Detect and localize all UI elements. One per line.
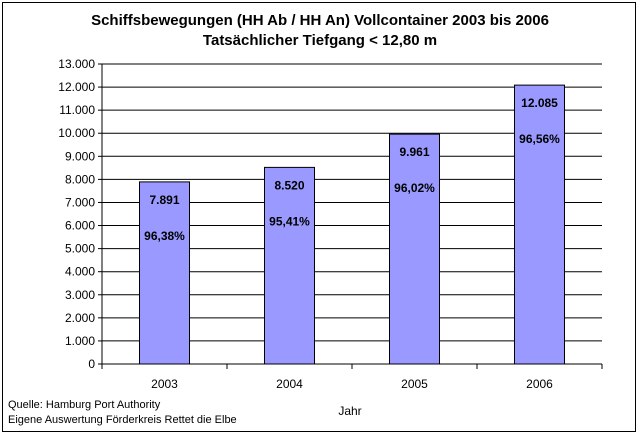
bar-value-label: 8.520: [274, 178, 304, 192]
y-tick-label: 1.000: [65, 334, 95, 348]
source-line-1: Quelle: Hamburg Port Authority: [8, 399, 161, 411]
y-tick-label: 7.000: [65, 195, 95, 209]
source-line-2: Eigene Auswertung Förderkreis Rettet die…: [8, 414, 237, 426]
bar-percent-label: 96,56%: [519, 132, 560, 146]
bar: [264, 166, 315, 365]
y-tick-label: 12.000: [58, 80, 95, 94]
x-tick-label: 2005: [401, 377, 428, 391]
y-tick-label: 4.000: [65, 265, 95, 279]
bar-percent-label: 96,38%: [144, 229, 185, 243]
y-tick-label: 10.000: [58, 126, 95, 140]
x-tick-label: 2006: [526, 377, 553, 391]
x-tick-label: 2004: [276, 377, 303, 391]
y-tick-label: 6.000: [65, 219, 95, 233]
bar-value-label: 7.891: [149, 193, 179, 207]
x-tick-label: 2003: [151, 377, 178, 391]
y-tick-label: 9.000: [65, 149, 95, 163]
y-tick-label: 0: [88, 357, 95, 371]
bar-percent-label: 95,41%: [269, 214, 310, 228]
bar: [389, 133, 440, 365]
y-tick-label: 3.000: [65, 288, 95, 302]
chart-subtitle: Tatsächlicher Tiefgang < 12,80 m: [202, 32, 438, 49]
y-tick-label: 8.000: [65, 172, 95, 186]
y-tick-label: 2.000: [65, 311, 95, 325]
y-tick-label: 13.000: [58, 57, 95, 71]
bar: [514, 84, 565, 365]
chart-title: Schiffsbewegungen (HH Ab / HH An) Vollco…: [91, 12, 549, 29]
bar: [139, 181, 190, 365]
bar-value-label: 9.961: [399, 145, 429, 159]
bar-percent-label: 96,02%: [394, 181, 435, 195]
y-tick-label: 5.000: [65, 242, 95, 256]
y-tick-label: 11.000: [59, 103, 95, 117]
bar-value-label: 12.085: [521, 96, 558, 110]
x-axis-label: Jahr: [338, 404, 362, 418]
